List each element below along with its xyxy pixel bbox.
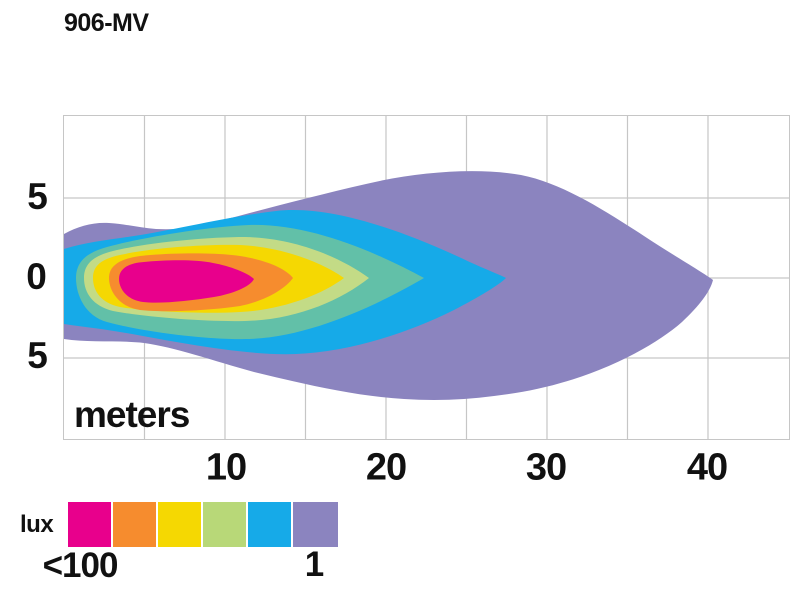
x-tick-40: 40 (686, 446, 728, 489)
legend-swatch-yellowgreen (203, 502, 248, 547)
legend-max-value-label: <100 (42, 546, 119, 585)
legend-swatch-purple (293, 502, 338, 547)
isolux-contour-chart (64, 116, 789, 439)
legend-color-scale (68, 502, 338, 547)
legend-min-value-label: 1 (304, 545, 324, 584)
y-tick-plus5: 5 (27, 176, 48, 217)
plot-area: meters (63, 115, 790, 440)
contour-levels (64, 171, 713, 400)
x-axis-unit-label: meters (74, 394, 190, 435)
legend-swatch-magenta (68, 502, 113, 547)
x-tick-20: 20 (365, 446, 407, 489)
x-tick-10: 10 (205, 446, 247, 489)
legend-unit-label: lux (20, 511, 54, 538)
contour-level-100lux-magenta (119, 260, 254, 303)
y-tick-minus5: 5 (27, 335, 48, 376)
legend-swatch-cyan (248, 502, 293, 547)
page-title: 906-MV (64, 9, 149, 37)
x-tick-30: 30 (525, 446, 567, 489)
legend-swatch-yellow (158, 502, 203, 547)
y-tick-0: 0 (26, 256, 47, 297)
legend-swatch-orange (113, 502, 158, 547)
